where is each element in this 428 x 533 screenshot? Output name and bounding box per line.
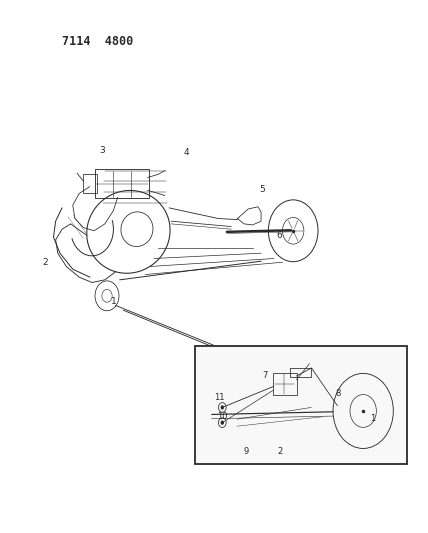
Text: 2: 2 — [42, 258, 48, 266]
Text: 9: 9 — [244, 448, 249, 456]
Text: 7: 7 — [263, 372, 268, 380]
Text: 2: 2 — [278, 448, 283, 456]
Text: 10: 10 — [217, 413, 228, 421]
Bar — [273, 373, 297, 394]
Text: 1: 1 — [370, 414, 375, 423]
Circle shape — [220, 421, 224, 425]
Circle shape — [220, 405, 224, 409]
Text: 3: 3 — [99, 146, 105, 155]
Text: 1: 1 — [110, 297, 116, 305]
Text: 7114  4800: 7114 4800 — [62, 35, 133, 47]
Bar — [83, 174, 97, 193]
Text: 4: 4 — [183, 149, 189, 157]
Text: 11: 11 — [214, 393, 225, 401]
Text: 6: 6 — [276, 231, 282, 240]
Bar — [195, 346, 407, 464]
Text: 8: 8 — [336, 389, 341, 398]
Text: 5: 5 — [259, 185, 265, 193]
